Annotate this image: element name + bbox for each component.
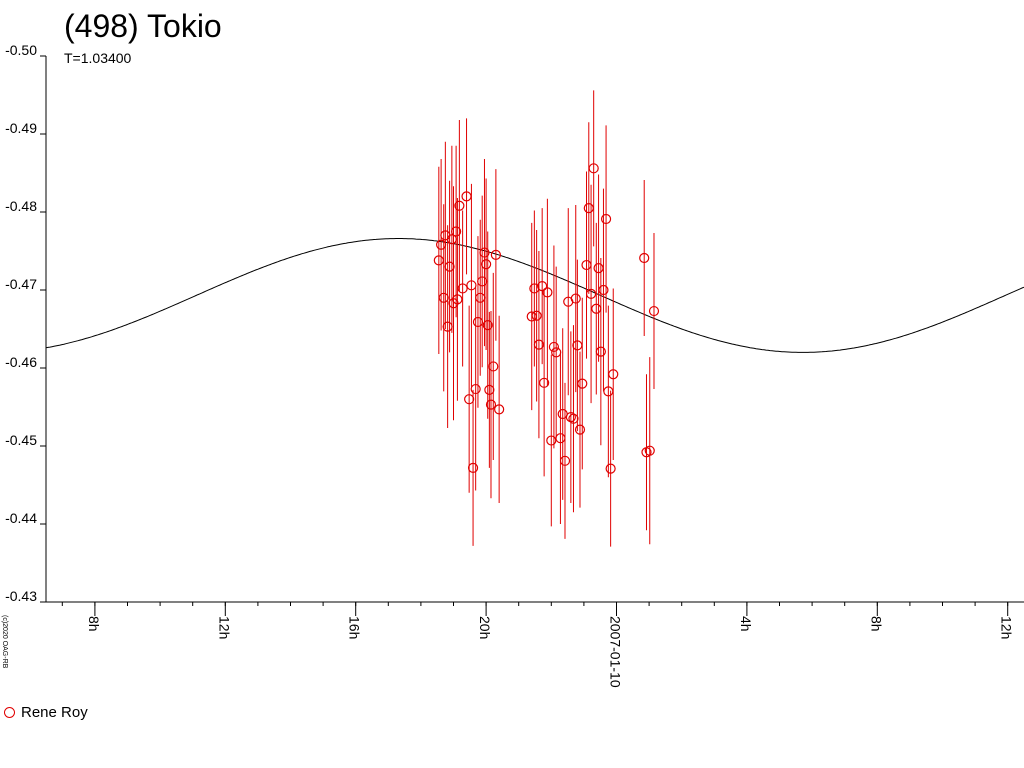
data-point bbox=[490, 249, 501, 260]
x-tick-label: 12h bbox=[999, 616, 1015, 639]
data-point bbox=[565, 412, 576, 423]
x-tick-label: 8h bbox=[86, 616, 102, 632]
fit-curve bbox=[45, 238, 1024, 353]
data-point bbox=[546, 435, 557, 446]
y-tick-label: -0.46 bbox=[5, 354, 37, 370]
x-tick-label: 4h bbox=[738, 616, 754, 632]
data-point bbox=[464, 394, 475, 405]
data-point bbox=[438, 292, 449, 303]
data-point bbox=[644, 445, 655, 456]
legend-label: Rene Roy bbox=[21, 704, 88, 721]
x-tick-label: 8h bbox=[868, 616, 884, 632]
data-point bbox=[570, 293, 581, 304]
chart-subtitle: T=1.03400 bbox=[64, 50, 132, 66]
y-tick-label: -0.45 bbox=[5, 432, 37, 448]
y-tick-label: -0.47 bbox=[5, 276, 37, 292]
data-point bbox=[600, 213, 612, 225]
data-point bbox=[485, 399, 497, 410]
y-tick-label: -0.44 bbox=[5, 510, 37, 526]
copyright-text: (c)2020 OAG-RB bbox=[1, 615, 8, 669]
data-point bbox=[577, 378, 588, 389]
data-point bbox=[451, 226, 462, 237]
data-point bbox=[470, 383, 481, 395]
x-tick-label: 2007-01-10 bbox=[608, 616, 624, 688]
legend-marker-icon bbox=[4, 707, 15, 718]
data-point bbox=[477, 276, 488, 287]
data-point bbox=[467, 462, 479, 473]
data-point bbox=[548, 341, 560, 353]
data-point bbox=[479, 247, 490, 258]
data-point bbox=[588, 163, 599, 174]
data-point bbox=[559, 455, 571, 466]
data-point bbox=[639, 252, 650, 264]
x-tick-label: 16h bbox=[347, 616, 363, 639]
data-point bbox=[598, 284, 609, 296]
data-point bbox=[488, 361, 499, 372]
data-point bbox=[574, 424, 586, 435]
data-point bbox=[595, 346, 606, 357]
data-point bbox=[537, 281, 548, 292]
data-point bbox=[648, 305, 660, 317]
data-point bbox=[533, 339, 545, 350]
data-point bbox=[454, 200, 465, 211]
legend: Rene Roy bbox=[4, 704, 88, 721]
data-point bbox=[466, 280, 477, 291]
data-point bbox=[482, 320, 493, 331]
y-tick-label: -0.43 bbox=[5, 588, 37, 604]
data-point bbox=[484, 384, 495, 395]
data-point bbox=[531, 310, 542, 321]
chart-title: (498) Tokio bbox=[64, 8, 222, 44]
data-point bbox=[585, 288, 597, 299]
data-point bbox=[494, 404, 505, 415]
data-point bbox=[608, 369, 619, 380]
data-point bbox=[444, 261, 455, 272]
data-point bbox=[481, 259, 492, 270]
data-point bbox=[539, 377, 550, 388]
data-point bbox=[452, 294, 463, 305]
data-point bbox=[542, 287, 553, 298]
data-point bbox=[605, 463, 616, 474]
y-tick-label: -0.49 bbox=[5, 120, 37, 136]
y-tick-label: -0.48 bbox=[5, 198, 37, 214]
x-tick-label: 20h bbox=[477, 616, 493, 639]
data-point bbox=[457, 283, 468, 294]
y-tick-label: -0.50 bbox=[5, 42, 37, 58]
x-tick-label: 12h bbox=[216, 616, 232, 639]
data-point bbox=[568, 413, 579, 424]
